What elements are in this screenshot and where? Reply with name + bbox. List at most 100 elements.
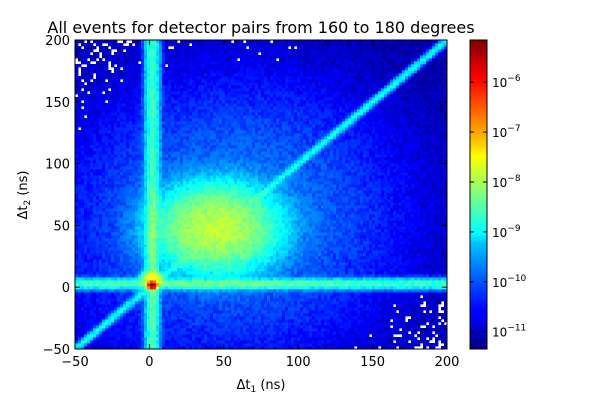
heatmap-cell [87,340,91,344]
heatmap-cell [99,307,103,311]
heatmap-cell [135,226,139,230]
heatmap-cell [210,64,214,68]
heatmap-cell [96,205,100,209]
heatmap-cell [171,265,175,269]
heatmap-cell [108,205,112,209]
heatmap-cell [168,106,172,110]
heatmap-cell [129,118,133,122]
heatmap-cell [210,205,214,209]
heatmap-cell [156,322,160,326]
heatmap-cell [99,64,103,68]
heatmap-cell [123,76,127,80]
heatmap-cell [102,166,106,170]
heatmap-cell [150,235,154,239]
heatmap-cell [111,100,115,104]
heatmap-cell [135,304,139,308]
heatmap-cell [183,313,187,317]
heatmap-cell [144,334,148,338]
heatmap-cell [174,334,178,338]
heatmap-cell [144,217,148,221]
heatmap-cell [117,295,121,299]
heatmap-cell [87,181,91,185]
heatmap-cell [108,130,112,134]
heatmap-cell [177,67,181,71]
heatmap-cell [171,277,175,281]
heatmap-cell [147,193,151,197]
heatmap-cell [102,322,106,326]
heatmap-cell [207,136,211,140]
heatmap-cell [165,49,169,53]
heatmap-cell [213,145,217,149]
heatmap-cell [156,307,160,311]
heatmap-cell [87,193,91,197]
heatmap-cell [126,214,130,218]
heatmap-cell [114,304,118,308]
heatmap-cell [141,178,145,182]
heatmap-cell [174,67,178,71]
heatmap-cell [96,223,100,227]
heatmap-cell [141,43,145,47]
heatmap-cell [120,304,124,308]
heatmap-cell [174,268,178,272]
heatmap-cell [174,91,178,95]
heatmap-cell [192,268,196,272]
heatmap-cell [207,124,211,128]
heatmap-cell [201,259,205,263]
heatmap-cell [204,70,208,74]
heatmap-cell [189,301,193,305]
heatmap-cell [192,49,196,53]
heatmap-cell [87,172,91,176]
heatmap-cell [117,175,121,179]
heatmap-cell [117,205,121,209]
heatmap-cell [168,79,172,83]
heatmap-cell [186,184,190,188]
heatmap-cell [120,346,124,349]
heatmap-cell [198,85,202,89]
heatmap-cell [222,316,226,320]
heatmap-cell [156,229,160,233]
heatmap-cell [213,52,217,56]
heatmap-cell [78,325,82,329]
heatmap-cell [186,256,190,260]
heatmap-cell [99,235,103,239]
heatmap-cell [105,124,109,128]
heatmap-cell [195,64,199,68]
heatmap-cell [195,220,199,224]
heatmap-cell [219,304,223,308]
heatmap-cell [213,226,217,230]
heatmap-cell [111,310,115,314]
heatmap-cell [87,259,91,263]
heatmap-cell [213,133,217,137]
heatmap-cell [120,166,124,170]
heatmap-cell [222,313,226,317]
heatmap-cell [123,160,127,164]
heatmap-cell [171,307,175,311]
heatmap-cell [135,295,139,299]
heatmap-cell [93,262,97,266]
heatmap-cell [156,58,160,62]
heatmap-cell [138,325,142,329]
heatmap-cell [198,226,202,230]
heatmap-cell [189,232,193,236]
heatmap-cell [132,118,136,122]
heatmap-cell [117,328,121,332]
heatmap-cell [132,316,136,320]
heatmap-cell [117,106,121,110]
heatmap-cell [186,73,190,77]
heatmap-cell [201,136,205,140]
heatmap-cell [81,247,85,251]
heatmap-cell [126,334,130,338]
heatmap-cell [102,124,106,128]
heatmap-cell [114,205,118,209]
heatmap-cell [132,115,136,119]
heatmap-cell [213,334,217,338]
heatmap-cell [210,121,214,125]
heatmap-cell [189,193,193,197]
heatmap-cell [189,340,193,344]
heatmap-cell [111,133,115,137]
heatmap-cell [117,70,121,74]
heatmap-cell [120,328,124,332]
heatmap-cell [186,61,190,65]
heatmap-cell [87,334,91,338]
heatmap-cell [216,169,220,173]
